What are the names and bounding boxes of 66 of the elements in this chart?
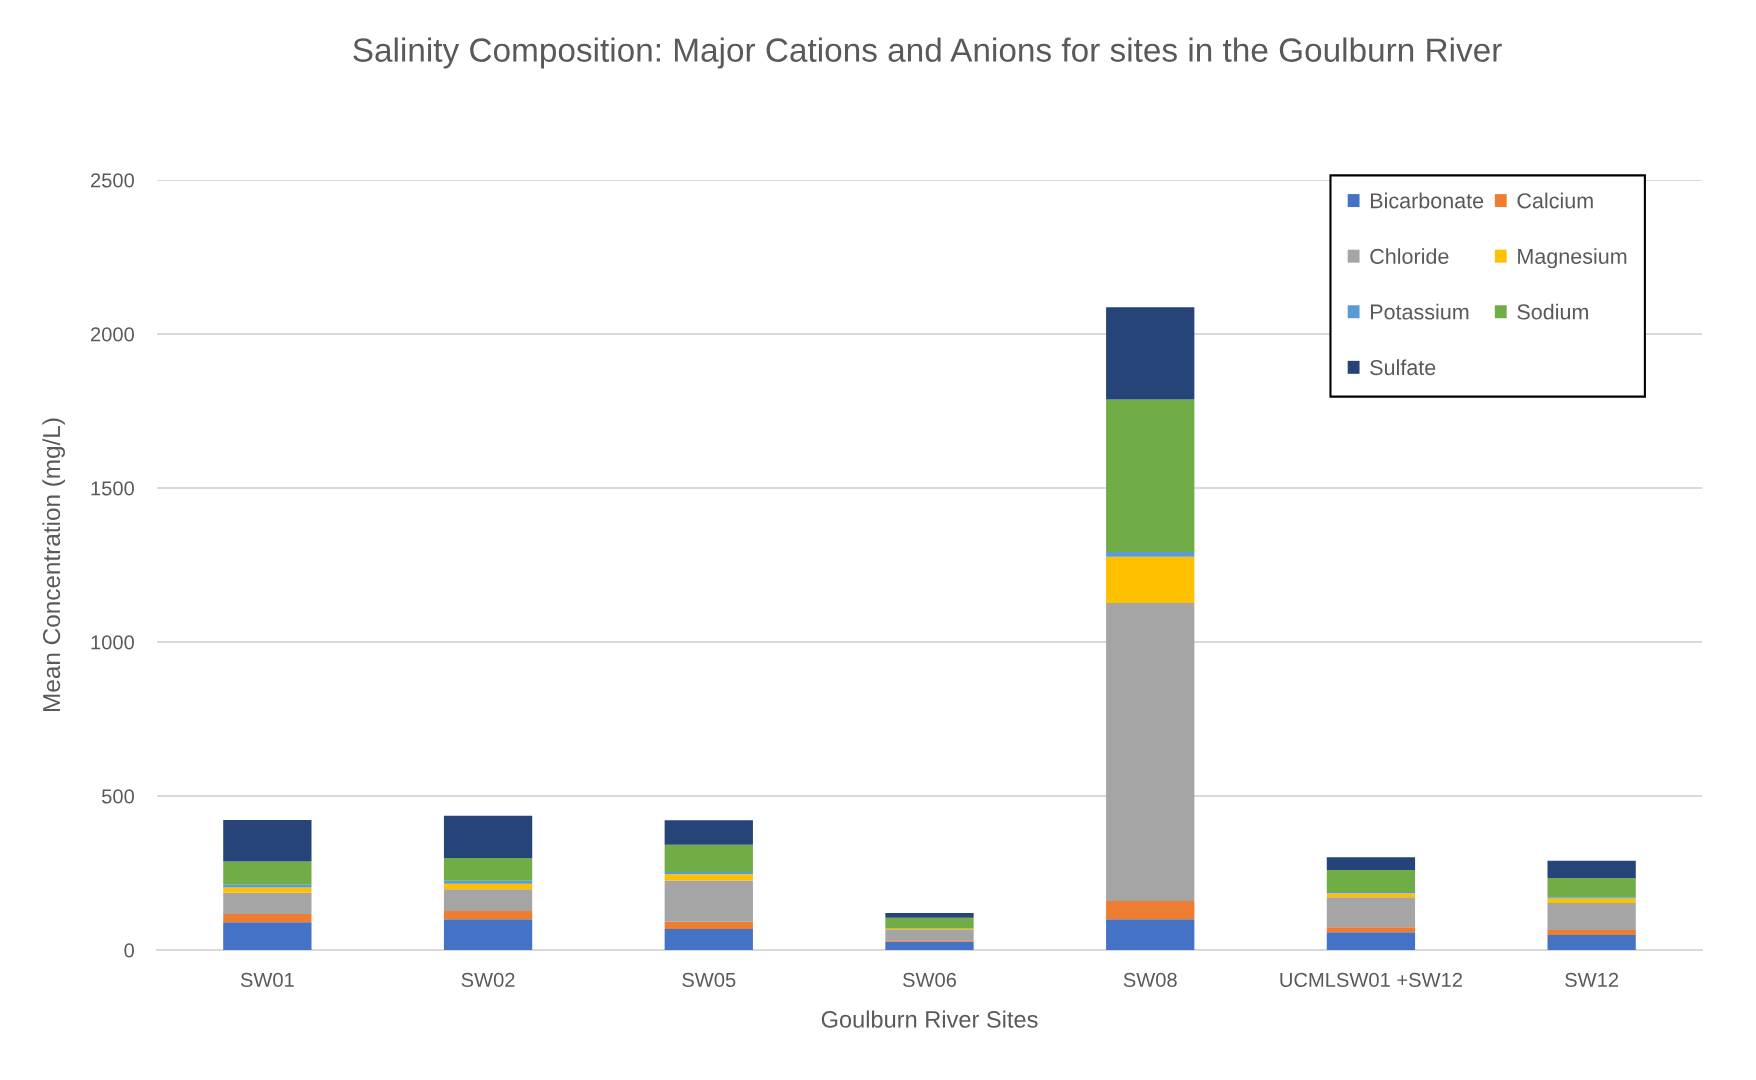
bar: [443, 919, 533, 950]
y-axis-title: Mean Concentration (mg/L): [42, 418, 65, 711]
bar: [223, 922, 312, 950]
bar: [223, 892, 312, 914]
bar: [443, 880, 533, 884]
x-tick-label: SW06: [903, 972, 957, 988]
x-tick-label: UCMLSW01 +SW12: [1280, 972, 1462, 988]
legend-label: Potassium: [1370, 303, 1469, 320]
bar: [443, 883, 533, 890]
bar: [1326, 857, 1416, 870]
bar: [1547, 898, 1636, 903]
bar: [443, 889, 533, 911]
bar: [223, 861, 312, 885]
x-tick-label: SW02: [461, 972, 515, 988]
y-tick-label: 1000: [91, 635, 134, 650]
x-axis-title: Goulburn River Sites: [821, 1010, 1038, 1028]
legend-label: Bicarbonate: [1370, 192, 1484, 209]
legend-label: Sodium: [1517, 303, 1588, 320]
bar: [1547, 877, 1636, 898]
bar: [1106, 556, 1195, 603]
bar: [1326, 932, 1416, 950]
bar: [1106, 552, 1195, 557]
chart-title: Salinity Composition: Major Cations and Anions for sites in the Goulburn River: [353, 37, 1502, 69]
bar: [1547, 860, 1636, 878]
bar: [1106, 919, 1195, 950]
bar: [664, 844, 753, 873]
bar: [1326, 869, 1416, 893]
bar: [885, 929, 974, 941]
bar: [1326, 927, 1416, 933]
legend-label: Magnesium: [1518, 248, 1627, 269]
bar: [1106, 602, 1195, 902]
bar: [885, 917, 974, 929]
bar: [443, 815, 533, 858]
bar: [664, 872, 753, 875]
bar: [664, 921, 753, 930]
y-tick-label: 500: [101, 789, 134, 804]
bar: [664, 820, 753, 845]
legend-label: Calcium: [1517, 192, 1593, 209]
legend-label: Sulfate: [1370, 359, 1436, 376]
bar: [885, 913, 974, 918]
y-tick-label: 0: [124, 943, 134, 958]
bar: [1547, 929, 1636, 935]
bar: [1547, 902, 1636, 930]
bar: [223, 913, 312, 923]
bar: [664, 880, 753, 922]
bar: [223, 887, 312, 893]
bar: [223, 820, 312, 862]
bar: [885, 941, 974, 950]
bar: [443, 857, 533, 881]
bar: [1326, 893, 1416, 898]
y-tick-label: 2500: [90, 173, 134, 188]
x-tick-label: SW01: [240, 972, 294, 988]
bar: [443, 910, 533, 920]
bar: [1547, 934, 1636, 950]
bar: [1106, 307, 1195, 400]
bar: [664, 874, 753, 881]
bar: [1106, 399, 1195, 553]
legend-label: Chloride: [1370, 248, 1449, 264]
y-tick-label: 2000: [90, 327, 134, 342]
x-tick-label: SW05: [682, 972, 736, 988]
x-tick-label: SW12: [1565, 972, 1619, 988]
bar: [664, 929, 753, 950]
x-tick-label: SW08: [1123, 972, 1177, 988]
y-tick-label: 1500: [91, 481, 134, 496]
bar: [1326, 897, 1416, 928]
bar: [1106, 901, 1195, 920]
